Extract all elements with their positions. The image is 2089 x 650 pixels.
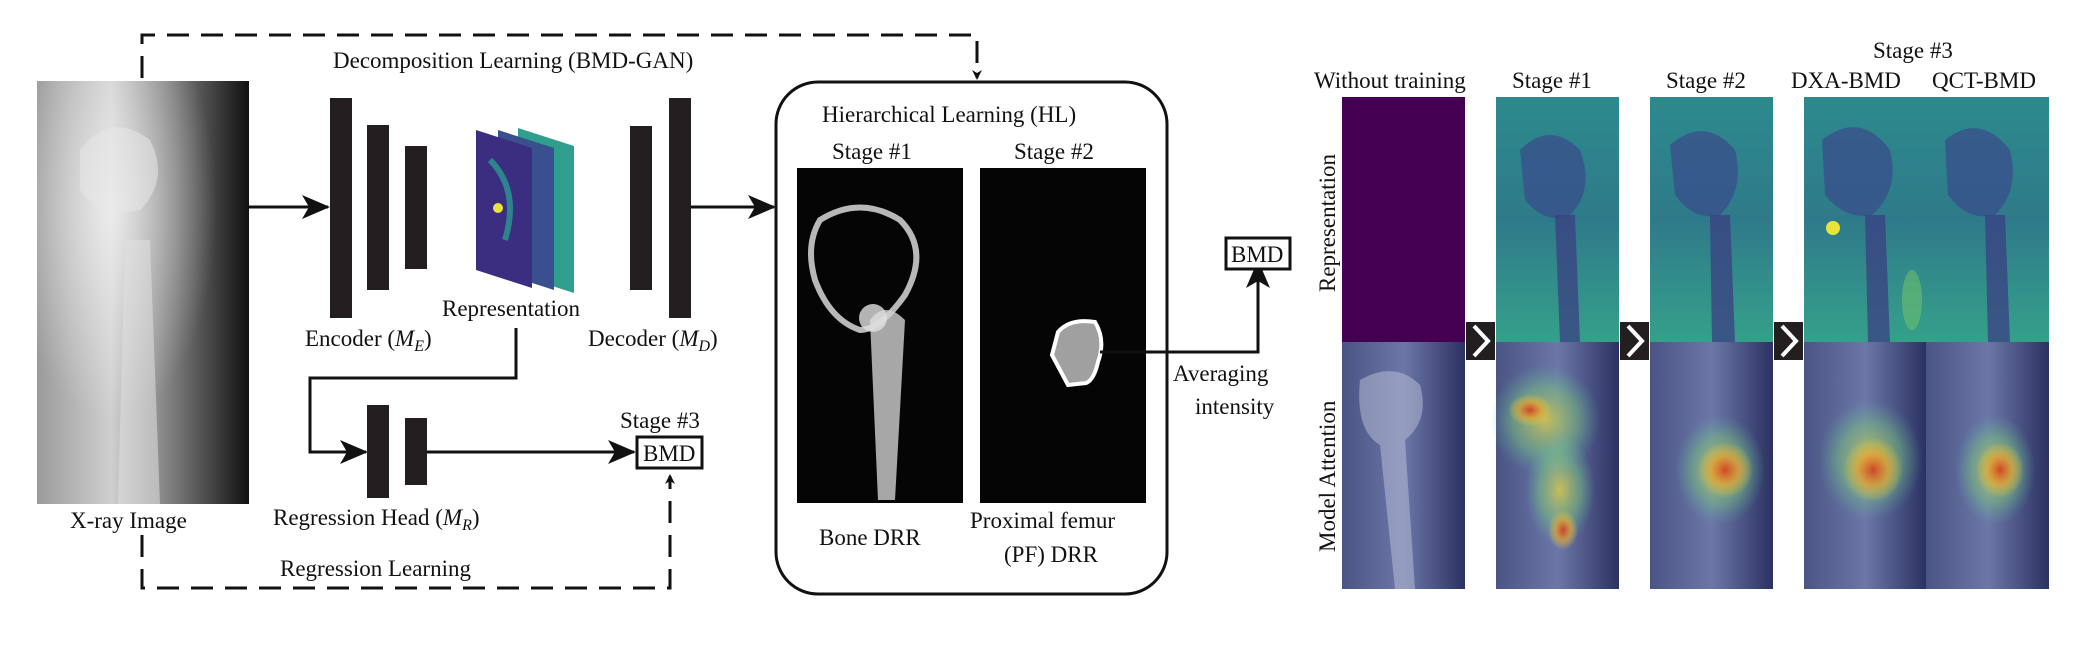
xray-image bbox=[37, 81, 249, 504]
stage-separator-3 bbox=[1774, 322, 1803, 360]
decomposition-label: Decomposition Learning (BMD-GAN) bbox=[333, 48, 693, 73]
bmd-box-left bbox=[635, 435, 704, 470]
bone-drr-label: Bone DRR bbox=[819, 525, 921, 550]
representation-label: Representation bbox=[442, 296, 580, 321]
bone-drr-image bbox=[797, 168, 963, 503]
attention-stage1 bbox=[1490, 342, 1619, 589]
regression-dashed-arrow bbox=[140, 474, 675, 590]
pf-drr-label-line2: (PF) DRR bbox=[1004, 542, 1099, 567]
row-label-representation: Representation bbox=[1315, 154, 1340, 292]
pf-drr-image bbox=[980, 168, 1146, 503]
hl-stage2-label: Stage #2 bbox=[1014, 139, 1094, 164]
hl-title: Hierarchical Learning (HL) bbox=[822, 102, 1076, 127]
col-header-dxa: DXA-BMD bbox=[1791, 68, 1901, 93]
averaging-label-line2: intensity bbox=[1195, 394, 1275, 419]
col-header-stage3: Stage #3 bbox=[1873, 38, 1953, 63]
col-header-qct: QCT-BMD bbox=[1932, 68, 2036, 93]
stage-separator-2 bbox=[1620, 322, 1649, 360]
averaging-label-line1: Averaging bbox=[1173, 361, 1269, 386]
regression-head-label: Regression Head (MR) bbox=[273, 505, 480, 534]
col-header-without-training: Without training bbox=[1314, 68, 1466, 93]
encoder-block bbox=[330, 98, 427, 318]
representation-stage3-dxa bbox=[1804, 97, 1926, 342]
representation-without-training bbox=[1342, 97, 1465, 342]
regression-head-block bbox=[367, 405, 427, 498]
representation-stage1 bbox=[1496, 97, 1619, 342]
stage-separator-1 bbox=[1466, 322, 1495, 360]
pf-to-bmd-arrow bbox=[1100, 260, 1270, 354]
bmd-box-hl bbox=[1224, 236, 1292, 271]
row-label-model-attention: Model Attention bbox=[1315, 400, 1340, 552]
pf-drr-label-line1: Proximal femur bbox=[970, 508, 1115, 533]
attention-stage3-dxa bbox=[1804, 342, 1926, 589]
stage3-label-left: Stage #3 bbox=[620, 408, 700, 433]
attention-stage3-qct bbox=[1926, 342, 2049, 589]
bmd-label-hl: BMD bbox=[1231, 242, 1283, 267]
decoder-label: Decoder (MD) bbox=[588, 326, 718, 355]
representation-to-regression-arrow bbox=[308, 328, 518, 464]
xray-label: X-ray Image bbox=[70, 508, 187, 533]
encoder-label: Encoder (ME) bbox=[305, 326, 432, 355]
decoder-block bbox=[630, 98, 691, 318]
col-header-stage1: Stage #1 bbox=[1512, 68, 1592, 93]
attention-stage2 bbox=[1650, 342, 1773, 589]
col-header-stage2: Stage #2 bbox=[1666, 68, 1746, 93]
decomposition-dashed-arrow bbox=[140, 33, 982, 80]
representation-stage3-qct bbox=[1926, 97, 2049, 342]
representation-feature-maps bbox=[476, 128, 574, 293]
regression-learning-label: Regression Learning bbox=[280, 556, 471, 581]
hl-stage1-label: Stage #1 bbox=[832, 139, 912, 164]
bmd-label-left: BMD bbox=[643, 441, 695, 466]
attention-without-training bbox=[1342, 342, 1465, 589]
representation-stage2 bbox=[1650, 97, 1773, 342]
